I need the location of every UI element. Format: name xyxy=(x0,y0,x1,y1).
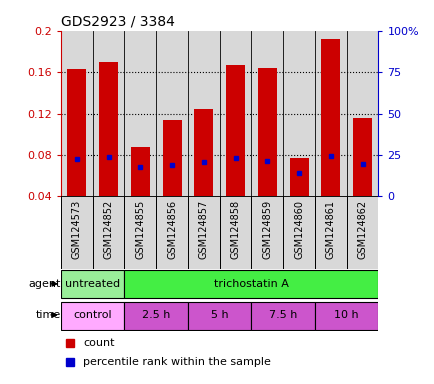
Bar xyxy=(194,109,213,197)
Bar xyxy=(92,31,124,197)
Bar xyxy=(257,68,276,197)
Text: 2.5 h: 2.5 h xyxy=(141,310,170,320)
Text: GSM124855: GSM124855 xyxy=(135,200,145,259)
Text: count: count xyxy=(83,338,115,348)
Bar xyxy=(61,197,92,269)
Bar xyxy=(124,197,156,269)
Bar xyxy=(314,301,378,329)
Bar xyxy=(283,197,314,269)
Bar xyxy=(156,197,187,269)
Text: GSM124858: GSM124858 xyxy=(230,200,240,259)
Bar xyxy=(251,197,283,269)
Bar xyxy=(346,31,378,197)
Bar xyxy=(283,31,314,197)
Text: GSM124861: GSM124861 xyxy=(325,200,335,259)
Text: time: time xyxy=(36,310,61,320)
Bar xyxy=(61,31,92,197)
Bar xyxy=(352,118,371,197)
Bar xyxy=(124,270,378,298)
Bar xyxy=(67,69,86,197)
Bar xyxy=(219,31,251,197)
Text: agent: agent xyxy=(29,279,61,289)
Bar xyxy=(61,301,124,329)
Bar xyxy=(226,65,244,197)
Bar xyxy=(219,197,251,269)
Bar xyxy=(321,39,339,197)
Bar xyxy=(251,301,314,329)
Text: 10 h: 10 h xyxy=(334,310,358,320)
Bar xyxy=(346,197,378,269)
Text: GSM124859: GSM124859 xyxy=(262,200,272,259)
Text: GDS2923 / 3384: GDS2923 / 3384 xyxy=(61,14,174,28)
Text: untreated: untreated xyxy=(65,279,120,289)
Bar xyxy=(99,62,118,197)
Bar xyxy=(314,31,346,197)
Text: GSM124856: GSM124856 xyxy=(167,200,177,259)
Bar xyxy=(162,120,181,197)
Bar xyxy=(61,270,124,298)
Bar xyxy=(187,197,219,269)
Bar xyxy=(131,147,149,197)
Text: control: control xyxy=(73,310,112,320)
Bar xyxy=(92,197,124,269)
Text: GSM124857: GSM124857 xyxy=(198,200,208,259)
Text: GSM124862: GSM124862 xyxy=(357,200,367,259)
Bar xyxy=(251,31,283,197)
Bar xyxy=(124,31,156,197)
Text: 7.5 h: 7.5 h xyxy=(268,310,297,320)
Bar xyxy=(187,301,251,329)
Bar xyxy=(187,31,219,197)
Text: percentile rank within the sample: percentile rank within the sample xyxy=(83,357,270,367)
Bar xyxy=(124,301,187,329)
Text: GSM124852: GSM124852 xyxy=(103,200,113,259)
Text: 5 h: 5 h xyxy=(210,310,228,320)
Bar xyxy=(314,197,346,269)
Bar xyxy=(156,31,187,197)
Text: GSM124573: GSM124573 xyxy=(72,200,82,259)
Text: trichostatin A: trichostatin A xyxy=(214,279,288,289)
Text: GSM124860: GSM124860 xyxy=(293,200,303,259)
Bar xyxy=(289,158,308,197)
